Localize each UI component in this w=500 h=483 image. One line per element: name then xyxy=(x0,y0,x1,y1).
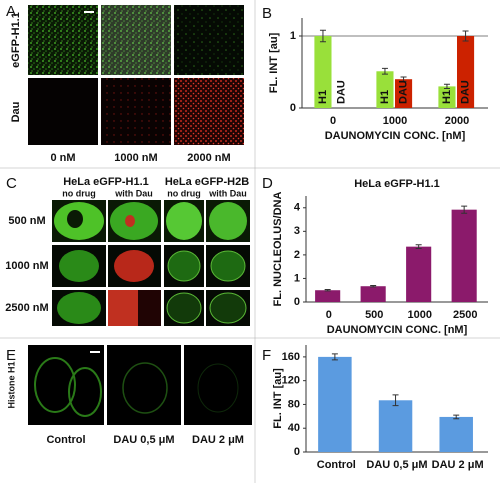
x-tick-label: 500 xyxy=(365,309,383,321)
error-bar xyxy=(400,76,407,82)
row-label: 2500 nM xyxy=(5,302,48,314)
y-axis-label: FL. INT [au] xyxy=(272,368,284,429)
y-tick-label: 2 xyxy=(294,249,300,261)
bar xyxy=(314,36,332,108)
y-axis-label: FL. INT [au] xyxy=(268,32,280,93)
x-axis-label: DAUNOMYCIN CONC. [nM] xyxy=(327,324,468,336)
row-label: 500 nM xyxy=(8,215,45,227)
bar xyxy=(438,86,456,108)
row-label: 1000 nM xyxy=(5,260,48,272)
bar-label: H1 xyxy=(441,90,453,104)
y-tick-label: 4 xyxy=(294,202,301,214)
column-label: 2000 nM xyxy=(187,152,230,164)
y-tick-label: 1 xyxy=(290,30,296,42)
bar xyxy=(376,71,394,108)
y-tick-label: 1 xyxy=(294,272,300,284)
y-tick-label: 120 xyxy=(282,375,300,387)
y-tick-label: 160 xyxy=(282,351,300,363)
bar xyxy=(395,79,413,108)
panel-label: A xyxy=(6,3,16,20)
group-title: HeLa eGFP-H2B xyxy=(165,176,249,188)
bar xyxy=(406,246,432,302)
y-tick-label: 40 xyxy=(288,422,300,434)
error-bar xyxy=(331,353,338,361)
bar xyxy=(451,209,477,302)
x-tick-label: Control xyxy=(317,459,356,471)
bar xyxy=(360,286,386,302)
y-tick-label: 80 xyxy=(288,398,300,410)
chart-title: HeLa eGFP-H1.1 xyxy=(354,178,440,190)
y-tick-label: 3 xyxy=(294,225,300,237)
x-tick-label: 1000 xyxy=(408,309,432,321)
bar xyxy=(315,290,341,302)
column-label: with Dau xyxy=(208,188,247,198)
column-label: no drug xyxy=(167,188,201,198)
x-tick-label: 2000 xyxy=(445,115,469,127)
panel-label: C xyxy=(6,175,17,192)
error-bar xyxy=(370,285,377,288)
error-bar xyxy=(453,414,460,420)
error-bar xyxy=(443,83,450,90)
bar-label: DAU xyxy=(335,80,347,104)
y-tick-label: 0 xyxy=(294,446,300,458)
x-tick-label: 0 xyxy=(326,309,332,321)
error-bar xyxy=(461,205,468,214)
column-label: with Dau xyxy=(114,188,153,198)
column-label: 1000 nM xyxy=(114,152,157,164)
y-tick-label: 0 xyxy=(290,102,296,114)
bar xyxy=(457,36,475,108)
y-tick-label: 0 xyxy=(294,296,300,308)
bar-label: DAU xyxy=(397,80,409,104)
row-label: eGFP-H1.1 xyxy=(10,12,22,68)
column-label: DAU 2 μM xyxy=(192,434,244,446)
x-tick-label: 2500 xyxy=(453,309,477,321)
bar-label: DAU xyxy=(459,80,471,104)
column-label: no drug xyxy=(62,188,96,198)
error-bar xyxy=(324,289,331,292)
row-label: Dau xyxy=(10,102,22,123)
error-bar xyxy=(381,67,388,75)
error-bar xyxy=(415,244,422,250)
x-tick-label: DAU 2 μM xyxy=(432,459,484,471)
bar-label: H1 xyxy=(379,90,391,104)
panel-label: E xyxy=(6,347,16,364)
error-bar xyxy=(392,394,399,407)
bar xyxy=(439,416,473,452)
panel-a-images xyxy=(28,5,244,145)
x-tick-label: 1000 xyxy=(383,115,407,127)
bar xyxy=(318,356,352,452)
panel-c-images xyxy=(52,200,250,326)
x-tick-label: DAU 0,5 μM xyxy=(366,459,427,471)
error-bar xyxy=(462,30,469,42)
x-tick-label: 0 xyxy=(330,115,336,127)
x-axis-label: DAUNOMYCIN CONC. [nM] xyxy=(325,130,466,142)
bar-label: H1 xyxy=(317,90,329,104)
panel-label: D xyxy=(262,175,273,192)
row-label: Histone H1 xyxy=(6,361,16,408)
column-label: DAU 0,5 μM xyxy=(113,434,174,446)
column-label: Control xyxy=(46,434,85,446)
y-axis-label: FL. NUCLEOLUS/DNA xyxy=(272,192,284,307)
panel-label: F xyxy=(262,347,271,364)
group-title: HeLa eGFP-H1.1 xyxy=(63,176,149,188)
error-bar xyxy=(319,29,326,43)
column-label: 0 nM xyxy=(50,152,75,164)
labels: A B C D E F eGFP-H1.1 Dau 0 nM 1000 nM 2… xyxy=(5,3,273,446)
panel-label: B xyxy=(262,5,272,22)
bar xyxy=(378,400,413,452)
